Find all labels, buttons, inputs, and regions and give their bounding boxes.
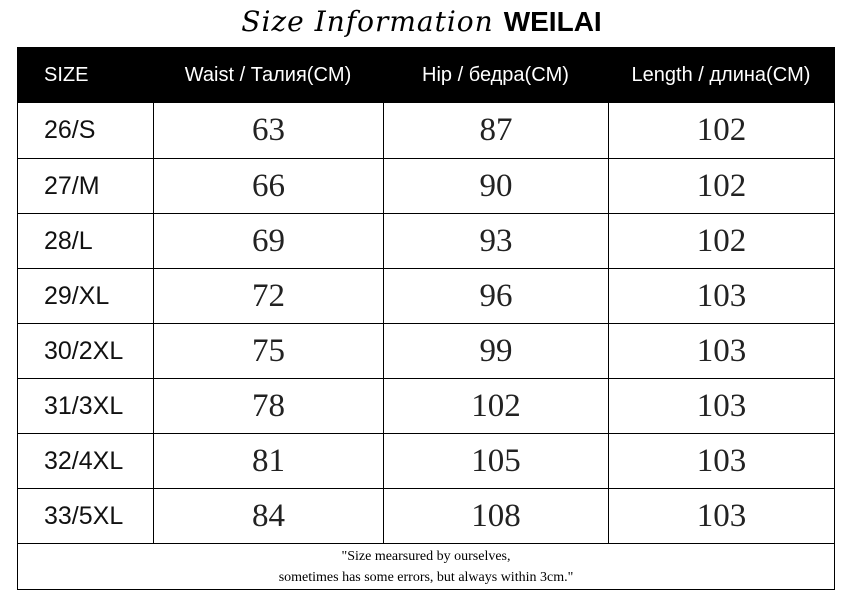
measure-cell: 103 [608,378,834,433]
measure-cell: 81 [153,433,383,488]
measure-cell: 72 [153,268,383,323]
title: Size Information WEILAI [0,2,843,42]
size-cell: 29/XL [18,268,153,323]
measure-cell: 108 [383,488,608,543]
measure-cell: 69 [153,213,383,268]
measure-cell: 66 [153,158,383,213]
measure-cell: 78 [153,378,383,433]
measure-cell: 96 [383,268,608,323]
size-cell: 31/3XL [18,378,153,433]
measure-cell: 103 [608,488,834,543]
measure-cell: 103 [608,323,834,378]
measure-cell: 63 [153,103,383,158]
footer-line: "Size mearsured by ourselves, [341,549,511,564]
size-cell: 30/2XL [18,323,153,378]
title-script: Size Information [241,5,494,38]
size-cell: 27/M [18,158,153,213]
footer-note: "Size mearsured by ourselves, sometimes … [18,543,834,589]
size-cell: 28/L [18,213,153,268]
measure-cell: 103 [608,268,834,323]
measure-cell: 75 [153,323,383,378]
measure-cell: 102 [608,158,834,213]
measure-cell: 102 [608,103,834,158]
measure-cell: 90 [383,158,608,213]
size-cell: 33/5XL [18,488,153,543]
measure-cell: 87 [383,103,608,158]
header-cell: Length / длина(CM) [608,48,834,103]
header-cell: SIZE [18,48,153,103]
measure-cell: 102 [608,213,834,268]
measure-cell: 84 [153,488,383,543]
header-cell: Waist / Талия(CM) [153,48,383,103]
size-table: "Size mearsured by ourselves, sometimes … [17,47,835,590]
measure-cell: 93 [383,213,608,268]
measure-cell: 105 [383,433,608,488]
brand: WEILAI [503,6,602,37]
measure-cell: 99 [383,323,608,378]
header-cell: Hip / бедра(CM) [383,48,608,103]
footer-line: sometimes has some errors, but always wi… [278,570,574,585]
size-cell: 26/S [44,116,96,144]
measure-cell: 102 [383,378,608,433]
measure-cell: 103 [608,433,834,488]
size-cell: 32/4XL [18,433,153,488]
